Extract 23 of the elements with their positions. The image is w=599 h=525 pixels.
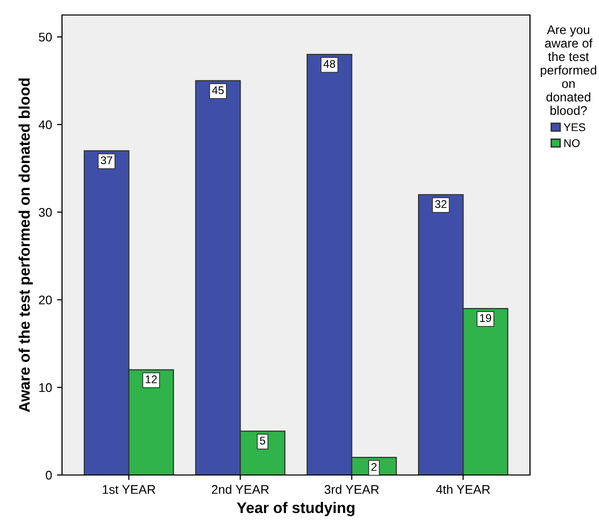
x-tick-label: 4th YEAR bbox=[436, 484, 490, 494]
legend-title: Are you aware of the test performed on donated blood? bbox=[540, 25, 596, 115]
y-tick-label: 40 bbox=[38, 120, 52, 130]
data-label: 37 bbox=[100, 156, 112, 164]
y-tick-label: 50 bbox=[38, 32, 52, 42]
x-axis-title: Year of studying bbox=[236, 502, 354, 516]
x-tick-label: 2nd YEAR bbox=[212, 484, 269, 494]
y-tick-label: 10 bbox=[39, 383, 52, 392]
data-label: 32 bbox=[435, 200, 446, 208]
y-tick-label: 30 bbox=[38, 208, 52, 217]
y-tick-label: 20 bbox=[39, 296, 52, 304]
data-label: 12 bbox=[146, 375, 157, 384]
data-label: 2 bbox=[371, 463, 377, 471]
data-label: 5 bbox=[260, 436, 266, 445]
x-tick-label: 3rd YEAR bbox=[324, 484, 379, 494]
data-label: 48 bbox=[324, 60, 336, 68]
data-label: 19 bbox=[480, 314, 492, 322]
legend-label: NO bbox=[564, 139, 580, 148]
x-tick-label: 1st YEAR bbox=[102, 485, 156, 494]
legend-label: YES bbox=[564, 123, 586, 132]
y-tick-label: 0 bbox=[46, 470, 52, 480]
y-axis-title: Aware of the test performed on donated blood bbox=[18, 78, 33, 412]
data-label: 45 bbox=[212, 86, 224, 94]
